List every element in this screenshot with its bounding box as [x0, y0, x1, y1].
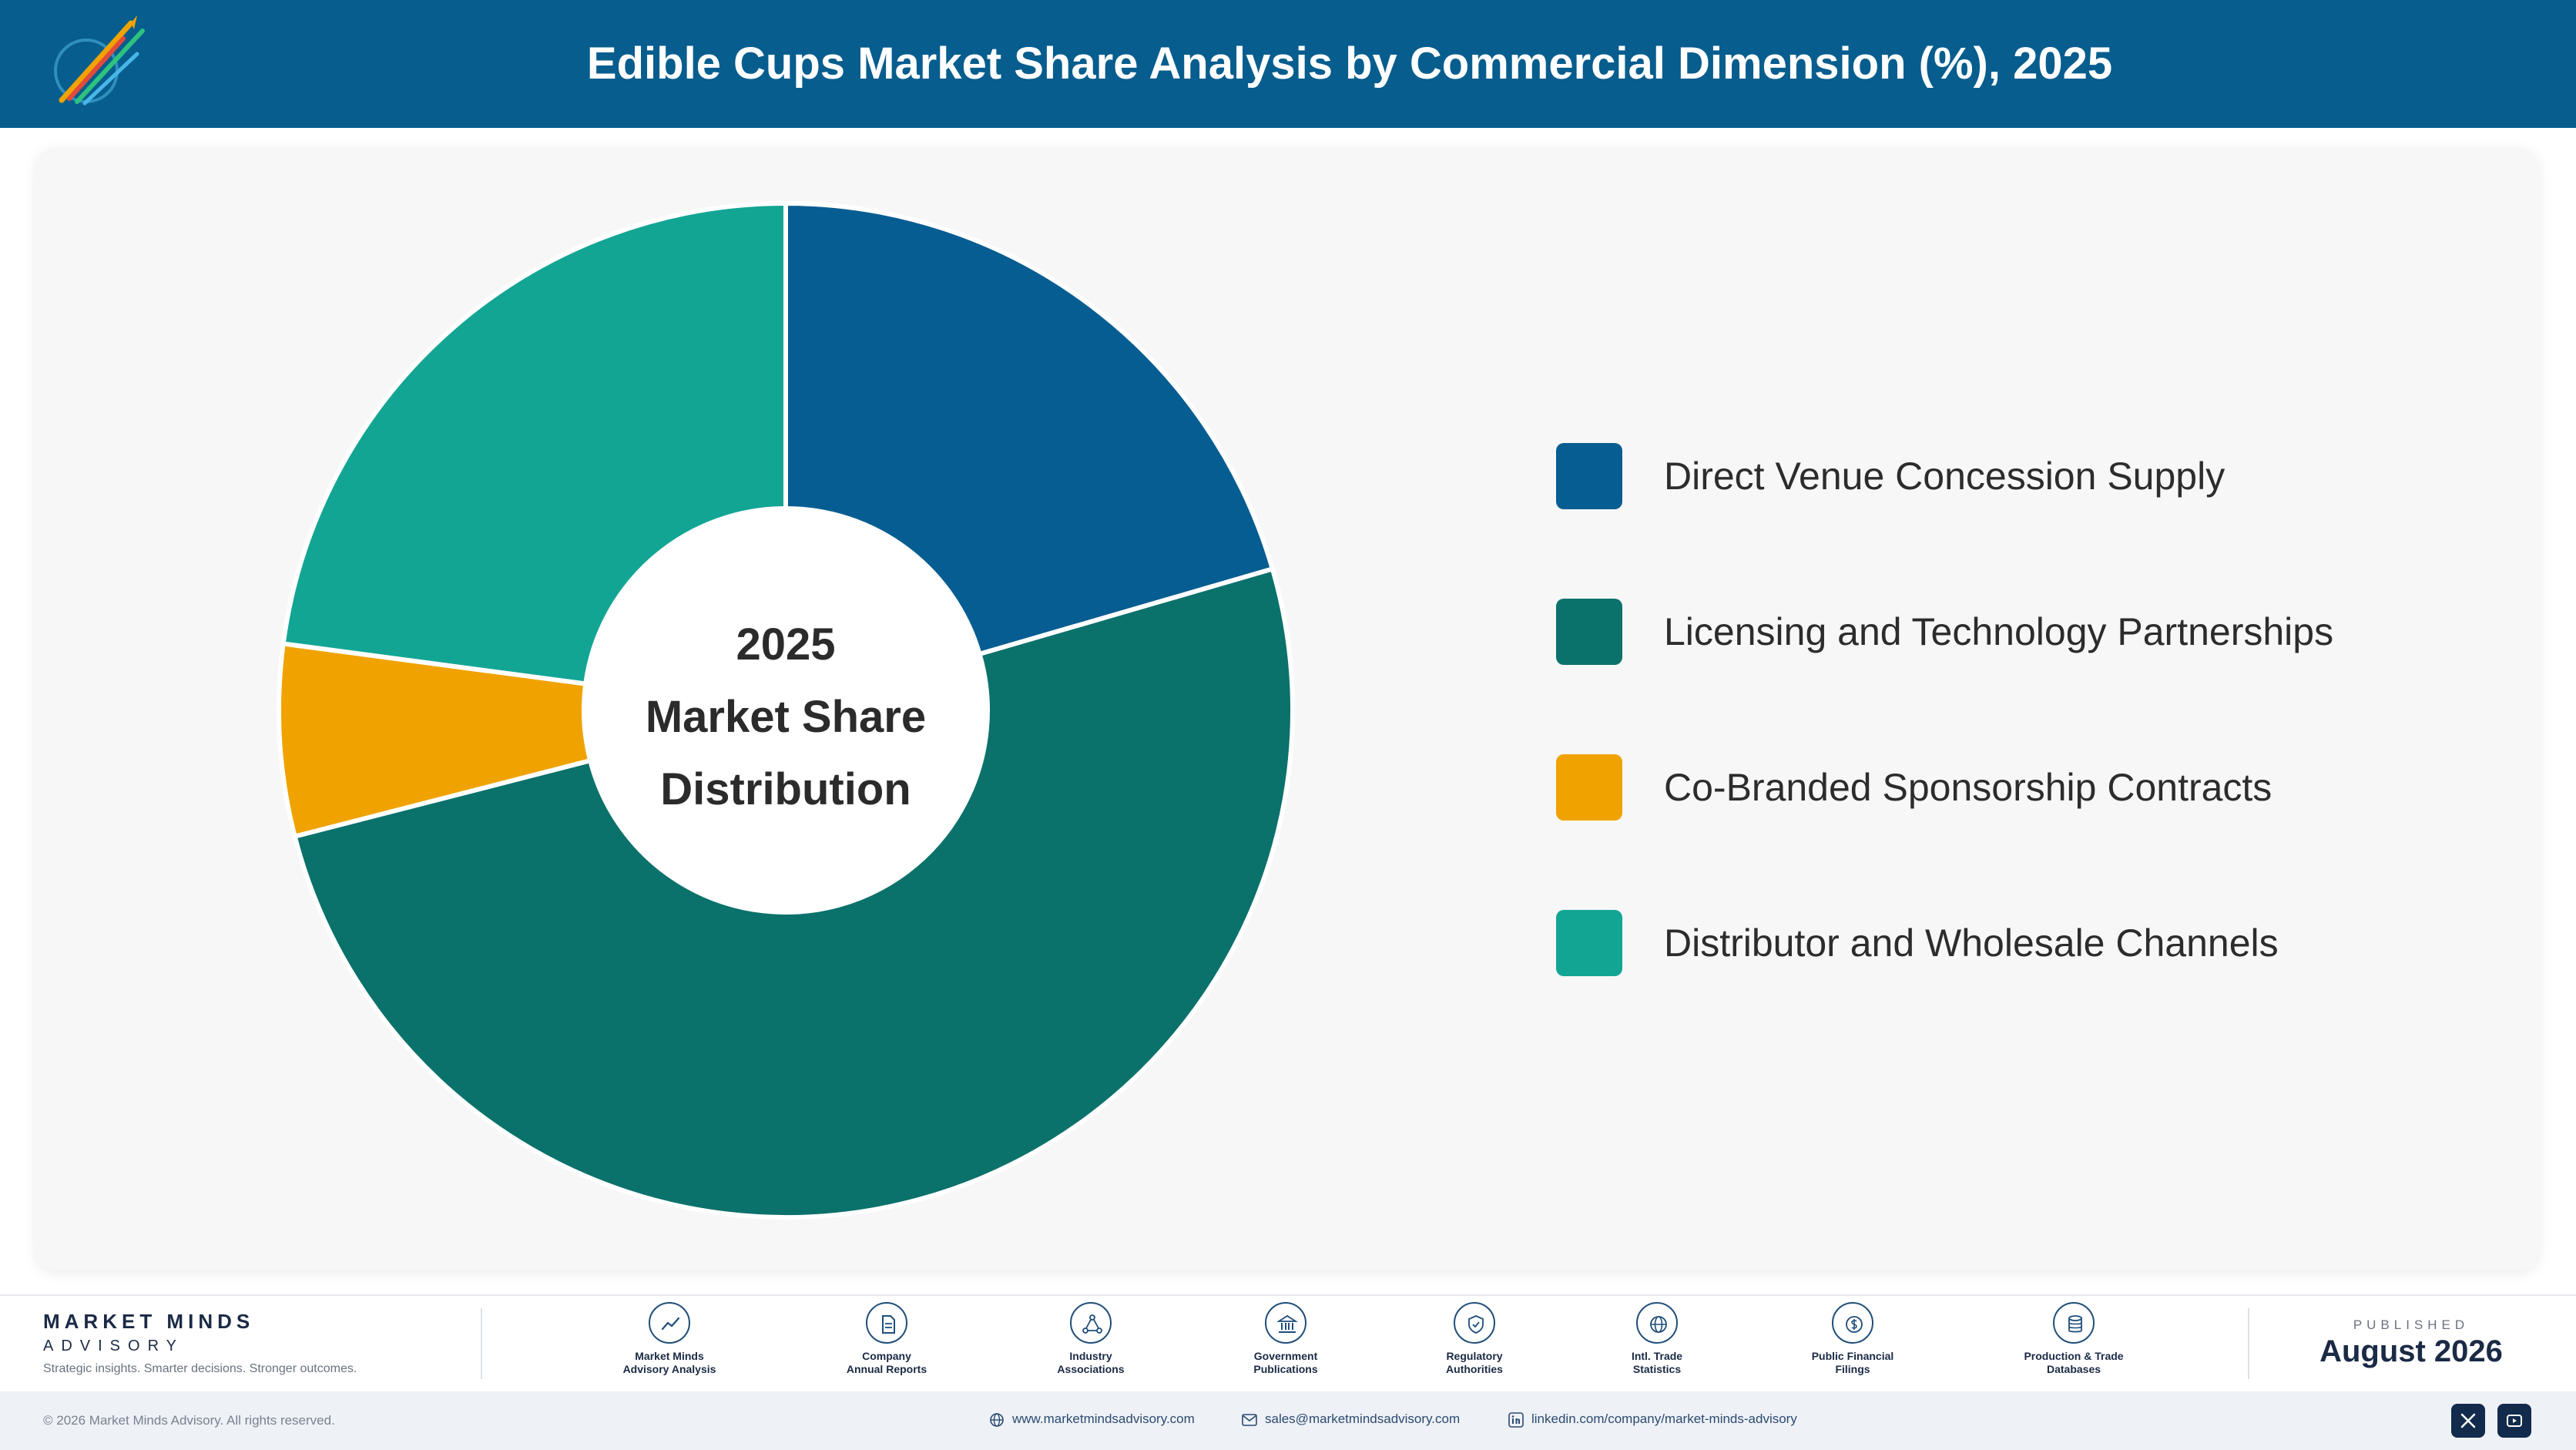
footer-divider — [481, 1308, 482, 1379]
source-label: Government Publications — [1253, 1350, 1318, 1375]
chart-line-icon — [649, 1302, 690, 1344]
source-item: Market Minds Advisory Analysis — [592, 1302, 746, 1376]
legend-swatch — [1556, 910, 1622, 976]
source-label: Company Annual Reports — [846, 1350, 927, 1375]
x-icon — [2460, 1413, 2476, 1428]
donut-slice-1[interactable] — [783, 200, 1276, 657]
source-label: Industry Associations — [1057, 1350, 1125, 1375]
email-link[interactable]: sales@marketmindsadvisory.com — [1242, 1411, 1460, 1427]
shield-icon — [1454, 1302, 1495, 1344]
source-item: Industry Associations — [1014, 1302, 1168, 1376]
brand-name: MARKET MINDS — [43, 1310, 255, 1333]
source-item: Production & Trade Databases — [1997, 1302, 2151, 1376]
legend-swatch — [1556, 443, 1622, 509]
document-icon — [866, 1302, 907, 1344]
linkedin-link[interactable]: linkedin.com/company/market-minds-adviso… — [1508, 1411, 1797, 1428]
website-link[interactable]: www.marketmindsadvisory.com — [989, 1411, 1195, 1428]
donut-chart — [279, 200, 1293, 1218]
building-icon — [1265, 1302, 1306, 1344]
footer-contact-bar — [0, 1391, 2576, 1450]
published-date: August 2026 — [2319, 1334, 2503, 1368]
legend-label: Direct Venue Concession Supply — [1664, 455, 2225, 498]
legend-label: Distributor and Wholesale Channels — [1664, 921, 2279, 965]
center-label-year: 2025 — [736, 619, 836, 670]
center-label-line2: Market Share — [645, 692, 927, 742]
legend-swatch — [1556, 599, 1622, 665]
footer-divider — [2248, 1308, 2249, 1379]
source-label: Regulatory Authorities — [1446, 1350, 1503, 1375]
linkedin-text: linkedin.com/company/market-minds-adviso… — [1531, 1411, 1797, 1426]
source-label: Market Minds Advisory Analysis — [622, 1350, 716, 1375]
brand-subtitle: ADVISORY — [43, 1338, 184, 1354]
source-item: Intl. Trade Statistics — [1580, 1302, 1734, 1376]
header-bar: Edible Cups Market Share Analysis by Com… — [0, 0, 2576, 128]
legend-label: Co-Branded Sponsorship Contracts — [1664, 766, 2272, 809]
logo-icon — [54, 15, 145, 106]
youtube-icon — [2507, 1415, 2522, 1427]
legend-swatch — [1556, 754, 1622, 821]
source-label: Production & Trade Databases — [2024, 1350, 2124, 1375]
source-label: Public Financial Filings — [1811, 1350, 1894, 1375]
coin-icon — [1832, 1302, 1873, 1344]
network-icon — [1070, 1302, 1112, 1344]
published-label: PUBLISHED — [2353, 1317, 2470, 1332]
source-item: Regulatory Authorities — [1397, 1302, 1551, 1376]
copyright-text: © 2026 Market Minds Advisory. All rights… — [43, 1413, 335, 1428]
source-item: Government Publications — [1209, 1302, 1363, 1376]
mail-icon — [1242, 1413, 1257, 1426]
page-title: Edible Cups Market Share Analysis by Com… — [586, 39, 2113, 89]
donut-hole — [584, 509, 988, 912]
database-icon — [2053, 1302, 2095, 1344]
globe-icon — [990, 1412, 1004, 1427]
legend-label: Licensing and Technology Partnerships — [1664, 610, 2334, 653]
donut-center-label: 2025 Market Share Distribution — [601, 609, 971, 826]
linkedin-icon — [1508, 1411, 1524, 1428]
source-label: Intl. Trade Statistics — [1631, 1350, 1683, 1375]
x-social-button[interactable] — [2451, 1404, 2485, 1438]
email-text: sales@marketmindsadvisory.com — [1265, 1411, 1461, 1426]
center-label-line3: Distribution — [660, 764, 911, 814]
brand-tagline: Strategic insights. Smarter decisions. S… — [43, 1362, 357, 1375]
globe-icon — [1636, 1302, 1678, 1344]
source-item: Company Annual Reports — [810, 1302, 964, 1376]
website-text: www.marketmindsadvisory.com — [1012, 1411, 1195, 1426]
source-item: Public Financial Filings — [1776, 1302, 1930, 1376]
youtube-social-button[interactable] — [2497, 1404, 2531, 1438]
